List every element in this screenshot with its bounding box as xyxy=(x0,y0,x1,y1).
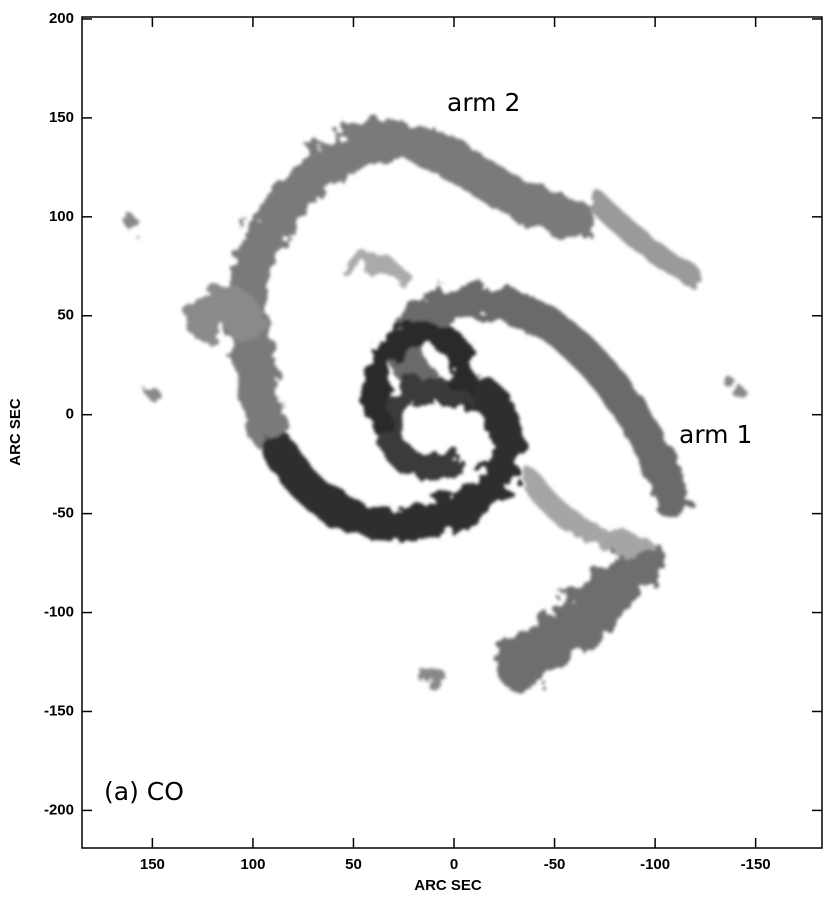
annotation: arm 2 xyxy=(447,88,520,117)
plot-frame xyxy=(81,16,823,849)
y-tick-label: 100 xyxy=(49,208,74,225)
x-tick-label: -150 xyxy=(741,856,771,873)
y-tick-label: 0 xyxy=(66,406,74,423)
x-tick-label: 100 xyxy=(240,856,265,873)
y-tick-label: -100 xyxy=(44,604,74,621)
y-tick-label: 150 xyxy=(49,109,74,126)
y-tick-label: 50 xyxy=(57,307,74,324)
co-map xyxy=(124,119,743,690)
y-tick-label: -200 xyxy=(44,801,74,818)
annotation: arm 1 xyxy=(679,420,752,449)
x-tick-label: 0 xyxy=(450,856,458,873)
x-tick-label: -50 xyxy=(544,856,566,873)
x-tick-label: 150 xyxy=(140,856,165,873)
x-tick-label: -100 xyxy=(640,856,670,873)
y-axis-title: ARC SEC xyxy=(7,398,24,466)
x-axis-title: ARC SEC xyxy=(414,877,482,894)
y-tick-label: -150 xyxy=(44,702,74,719)
y-tick-label: 200 xyxy=(49,10,74,27)
annotation: (a) CO xyxy=(104,777,184,806)
y-tick-label: -50 xyxy=(52,505,74,522)
x-tick-label: 50 xyxy=(345,856,362,873)
